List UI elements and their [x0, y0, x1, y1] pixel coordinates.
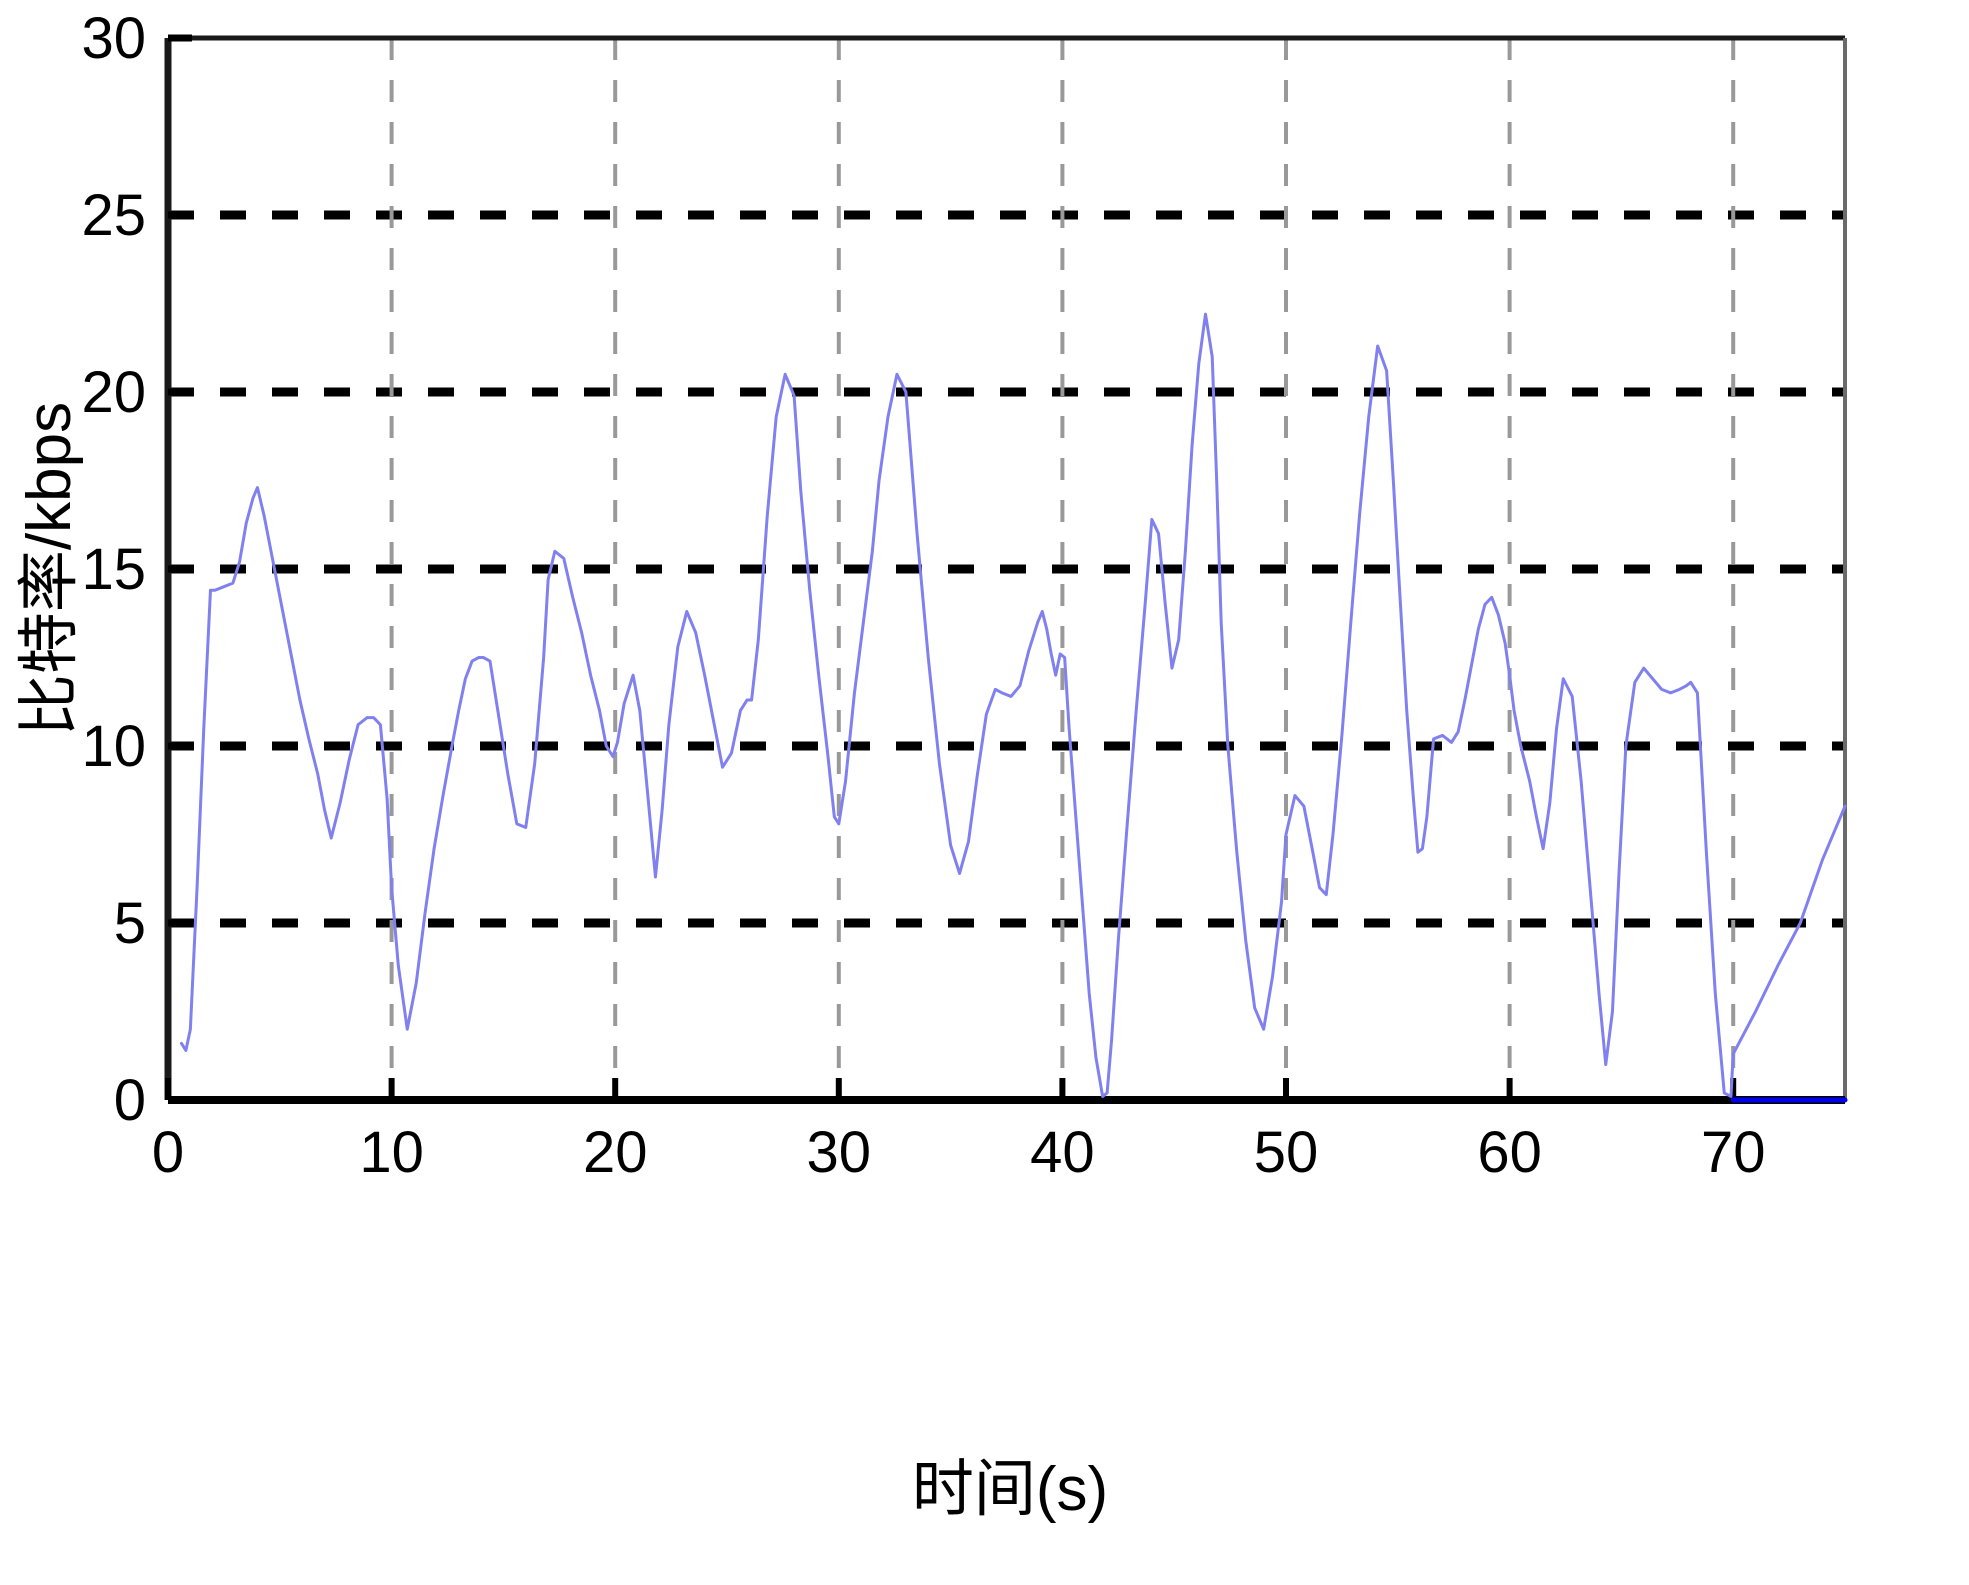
- x-tick-label: 20: [583, 1120, 648, 1185]
- y-axis-tick-labels: 0 5 10 15 20 25 30: [81, 6, 146, 1133]
- x-tick-label: 30: [807, 1120, 872, 1185]
- data-series-layer: [179, 312, 1848, 1103]
- y-axis-title: 比特率/kbps: [15, 402, 84, 736]
- y-axis-ticks: [168, 34, 192, 1104]
- y-tick-label: 20: [81, 360, 146, 425]
- x-tick-label: 0: [152, 1120, 184, 1185]
- horizontal-gridlines: [168, 210, 1845, 928]
- x-axis-tick-labels: 0 10 20 30 40 50 60 70: [152, 1120, 1766, 1185]
- y-tick-label: 0: [114, 1068, 146, 1133]
- x-axis-ticks: [165, 1078, 1737, 1100]
- x-tick-label: 70: [1701, 1120, 1766, 1185]
- series-line-bitrate: [179, 312, 1847, 1098]
- x-tick-label: 50: [1254, 1120, 1319, 1185]
- x-tick-label: 60: [1477, 1120, 1542, 1185]
- y-tick-label: 30: [81, 6, 146, 71]
- y-tick-label: 15: [81, 537, 146, 602]
- y-tick-label: 25: [81, 183, 146, 248]
- x-axis-title: 时间(s): [912, 1455, 1108, 1524]
- x-tick-label: 40: [1030, 1120, 1095, 1185]
- vertical-gridlines: [389, 38, 1736, 1100]
- y-tick-label: 5: [114, 891, 146, 956]
- x-tick-label: 10: [359, 1120, 424, 1185]
- y-tick-label: 10: [81, 714, 146, 779]
